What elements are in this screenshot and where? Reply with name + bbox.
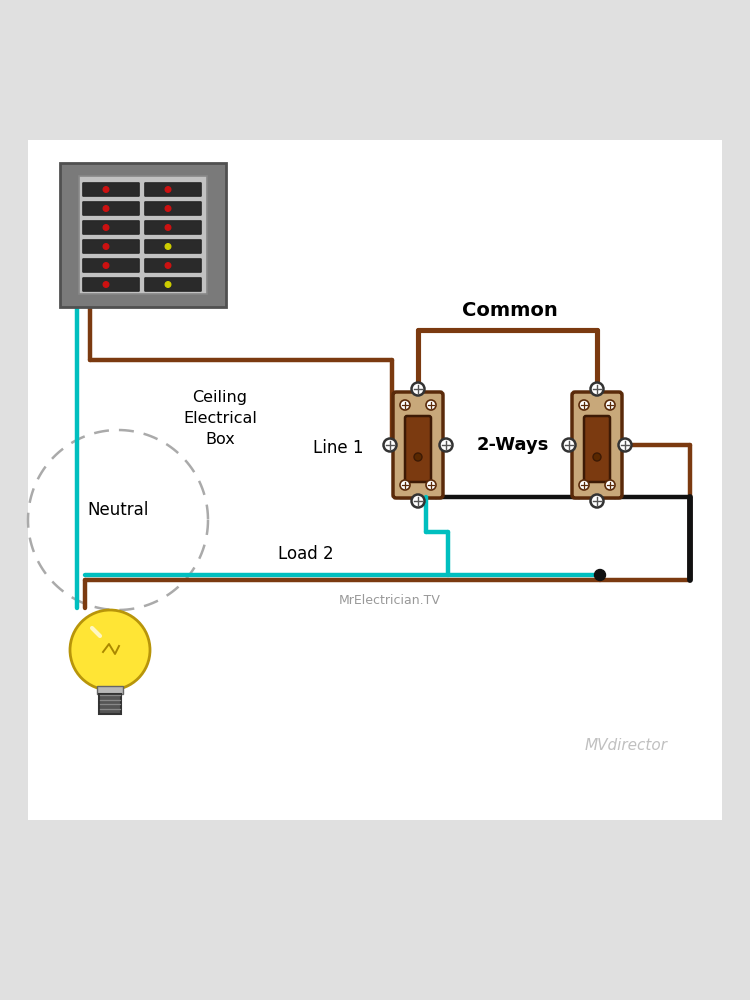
- Circle shape: [400, 480, 410, 490]
- Circle shape: [426, 400, 436, 410]
- Circle shape: [383, 438, 397, 452]
- Circle shape: [605, 480, 615, 490]
- Text: Line 1: Line 1: [313, 439, 363, 457]
- Circle shape: [400, 400, 410, 410]
- Circle shape: [590, 382, 604, 395]
- FancyBboxPatch shape: [82, 240, 140, 253]
- Text: MVdirector: MVdirector: [585, 738, 668, 752]
- FancyBboxPatch shape: [82, 202, 140, 215]
- Text: Common: Common: [462, 300, 558, 320]
- Circle shape: [165, 263, 171, 268]
- Circle shape: [579, 400, 589, 410]
- Circle shape: [104, 244, 109, 249]
- FancyBboxPatch shape: [393, 392, 443, 498]
- Circle shape: [165, 206, 171, 211]
- Circle shape: [595, 570, 605, 580]
- Text: Load 2: Load 2: [278, 545, 334, 563]
- Circle shape: [562, 438, 575, 452]
- Circle shape: [104, 187, 109, 192]
- Circle shape: [104, 282, 109, 287]
- Circle shape: [426, 480, 436, 490]
- FancyBboxPatch shape: [97, 686, 123, 694]
- FancyBboxPatch shape: [405, 416, 431, 482]
- FancyBboxPatch shape: [145, 240, 201, 253]
- FancyBboxPatch shape: [99, 694, 121, 714]
- FancyBboxPatch shape: [145, 183, 201, 196]
- Circle shape: [605, 400, 615, 410]
- Circle shape: [70, 610, 150, 690]
- FancyBboxPatch shape: [82, 278, 140, 291]
- Circle shape: [104, 206, 109, 211]
- Circle shape: [593, 453, 601, 461]
- FancyBboxPatch shape: [145, 221, 201, 234]
- Circle shape: [414, 453, 422, 461]
- FancyBboxPatch shape: [145, 202, 201, 215]
- Circle shape: [165, 225, 171, 230]
- Text: 2-Ways: 2-Ways: [477, 436, 549, 454]
- FancyBboxPatch shape: [572, 392, 622, 498]
- Circle shape: [165, 244, 171, 249]
- Circle shape: [412, 494, 424, 508]
- Circle shape: [579, 480, 589, 490]
- FancyBboxPatch shape: [79, 176, 207, 294]
- Circle shape: [619, 438, 632, 452]
- FancyBboxPatch shape: [60, 163, 226, 307]
- Circle shape: [412, 382, 424, 395]
- Circle shape: [165, 282, 171, 287]
- FancyBboxPatch shape: [584, 416, 610, 482]
- Circle shape: [165, 187, 171, 192]
- FancyBboxPatch shape: [82, 221, 140, 234]
- FancyBboxPatch shape: [82, 259, 140, 272]
- Text: Ceiling
Electrical
Box: Ceiling Electrical Box: [183, 390, 257, 447]
- Text: MrElectrician.TV: MrElectrician.TV: [339, 593, 441, 606]
- FancyBboxPatch shape: [145, 259, 201, 272]
- FancyBboxPatch shape: [145, 278, 201, 291]
- Circle shape: [440, 438, 452, 452]
- Circle shape: [104, 225, 109, 230]
- Circle shape: [104, 263, 109, 268]
- Text: Neutral: Neutral: [87, 501, 148, 519]
- FancyBboxPatch shape: [28, 140, 722, 820]
- Circle shape: [590, 494, 604, 508]
- FancyBboxPatch shape: [82, 183, 140, 196]
